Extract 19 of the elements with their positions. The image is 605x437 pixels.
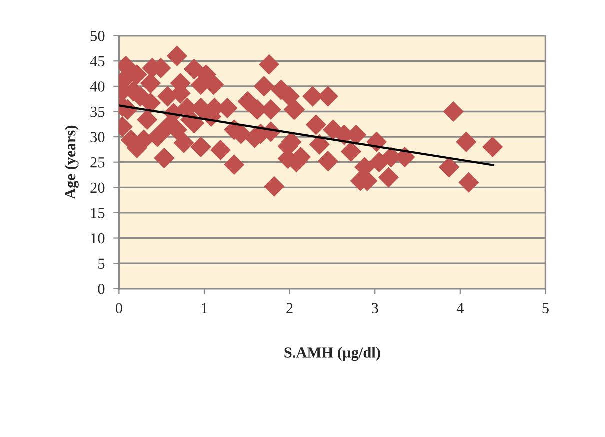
- y-tick-label: 20: [90, 182, 105, 194]
- y-axis-title: Age (years): [64, 126, 79, 200]
- x-axis-title: S.AMH (µg/dl): [284, 347, 380, 362]
- x-tick-label: 4: [456, 303, 464, 314]
- x-tick-label: 1: [202, 303, 208, 314]
- y-tick-label: 40: [90, 82, 105, 92]
- y-tick-label: 35: [90, 106, 105, 118]
- y-tick-label: 0: [98, 284, 105, 294]
- y-tick-label: 50: [90, 30, 105, 42]
- y-tick-label: 45: [90, 56, 105, 67]
- y-tick-label: 15: [91, 208, 105, 218]
- y-tick-label: 30: [90, 132, 105, 142]
- x-tick-label: 5: [542, 303, 549, 314]
- y-tick-label: 5: [98, 258, 105, 270]
- y-tick-label: 10: [91, 233, 105, 244]
- y-tick-label: 25: [90, 158, 105, 168]
- x-tick-label: 0: [116, 303, 122, 314]
- x-tick-label: 3: [372, 303, 378, 314]
- x-tick-label: 2: [286, 303, 293, 314]
